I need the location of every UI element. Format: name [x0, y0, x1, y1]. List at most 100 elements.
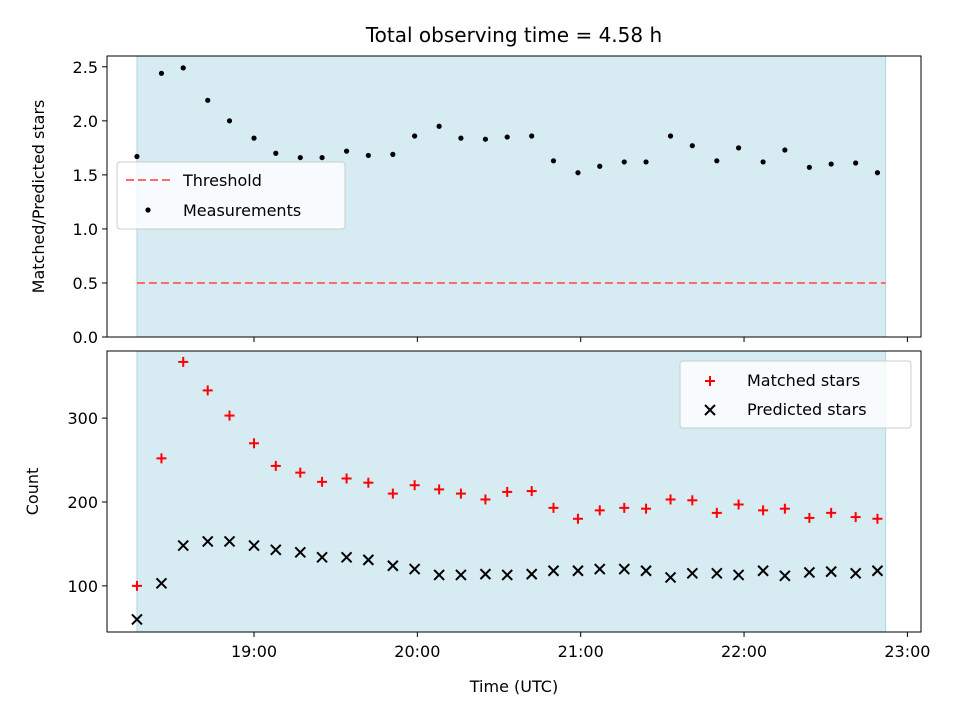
matched-star-point [178, 356, 189, 367]
legend-matched-label: Matched stars [747, 371, 860, 390]
count-panel-frame [106, 350, 922, 633]
y-tick-label: 2.5 [73, 58, 98, 77]
predicted-star-point [803, 566, 816, 579]
matched-star-point [548, 502, 559, 513]
y-tick-label: 1.0 [73, 220, 98, 239]
measurement-point [575, 170, 581, 176]
predicted-star-point [316, 551, 328, 564]
predicted-star-point [202, 535, 214, 548]
measurement-point [550, 158, 557, 164]
count-x-ticks: 19:00 20:00 21:00 22:00 23:00 [231, 632, 930, 661]
predicted-star-point [408, 563, 421, 575]
predicted-star-point [618, 563, 630, 575]
y-tick-label: 300 [67, 409, 98, 428]
predicted-star-point [757, 565, 769, 577]
legend-matched-swatch [705, 376, 715, 386]
matched-star-point [249, 438, 260, 449]
matched-star-point [758, 505, 769, 516]
matched-star-point [409, 480, 420, 491]
legend-predicted-swatch [704, 404, 716, 416]
predicted-star-point [270, 544, 282, 556]
predicted-star-point [155, 577, 168, 590]
matched-star-point [295, 467, 306, 478]
y-tick-label: 100 [67, 577, 98, 596]
measurement-point [273, 150, 279, 156]
x-tick-label: 19:00 [231, 642, 277, 661]
ratio-panel-frame [106, 55, 922, 338]
matched-stars-points [131, 356, 883, 591]
matched-star-point [317, 476, 328, 487]
y-tick-label: 0.0 [73, 328, 98, 347]
legend-predicted-marker [704, 404, 716, 416]
measurement-point [782, 147, 788, 153]
predicted-star-point [340, 551, 353, 564]
legend-measurements-label: Measurements [183, 201, 301, 220]
predicted-stars-points [131, 535, 884, 626]
predicted-star-point [732, 569, 745, 581]
matched-star-point [363, 477, 374, 488]
measurement-point [390, 151, 396, 157]
matched-star-point [641, 503, 652, 514]
count-legend-box [679, 360, 912, 429]
predicted-star-point [248, 539, 260, 552]
measurement-point [643, 159, 649, 165]
predicted-star-point [640, 565, 652, 577]
matched-star-point [131, 580, 142, 591]
predicted-star-point [387, 560, 399, 572]
count-panel: 100 200 300 19:00 20:00 21:00 22:00 23:00 Coun… [23, 350, 930, 696]
matched-star-point [850, 512, 861, 523]
matched-star-point [826, 507, 837, 518]
measurement-point [760, 159, 766, 165]
matched-star-point [687, 495, 698, 506]
predicted-star-point [525, 568, 538, 580]
matched-star-point [480, 494, 491, 505]
measurement-point [714, 158, 720, 164]
matched-star-point [804, 512, 815, 523]
measurement-point [251, 135, 257, 141]
predicted-star-point [223, 535, 236, 548]
measurement-point [180, 65, 186, 71]
measurement-point [226, 118, 233, 124]
predicted-star-point [825, 565, 837, 578]
predicted-star-point [849, 567, 862, 579]
matched-star-point [387, 488, 398, 499]
predicted-star-point [594, 563, 606, 575]
predicted-star-point [177, 539, 189, 552]
count-legend: Matched stars Predicted stars [679, 360, 912, 429]
count-y-ticks: 100 200 300 [67, 409, 107, 596]
legend-predicted-label: Predicted stars [747, 400, 867, 419]
predicted-star-point [501, 569, 513, 581]
predicted-star-point [433, 569, 445, 581]
legend-threshold-label: Threshold [182, 171, 262, 190]
count-y-axis-label: Count [23, 468, 42, 516]
x-tick-label: 22:00 [721, 642, 767, 661]
y-tick-label: 1.5 [73, 166, 98, 185]
measurement-point [735, 145, 742, 151]
measurement-point [343, 148, 350, 154]
matched-star-point [779, 503, 790, 514]
matched-star-point [455, 488, 466, 499]
y-tick-label: 2.0 [73, 112, 98, 131]
predicted-star-point [779, 570, 791, 582]
matched-star-point [711, 507, 722, 518]
measurement-point [667, 133, 674, 139]
measurement-point [158, 70, 165, 76]
measurement-point [436, 123, 442, 129]
ratio-panel: 0.0 0.5 1.0 1.5 2.0 2.5 Matched/Predicted sta… [29, 23, 922, 347]
x-axis-label: Time (UTC) [469, 677, 558, 696]
measurement-point [828, 161, 834, 167]
predicted-star-point [455, 569, 467, 581]
measurement-point [853, 160, 859, 166]
measurement-point [365, 152, 371, 159]
y-tick-label: 200 [67, 493, 98, 512]
legend-measurements-swatch [145, 207, 151, 213]
predicted-star-point [711, 567, 723, 579]
matched-star-point [572, 513, 583, 524]
predicted-star-point [294, 546, 306, 559]
matched-star-point [434, 484, 445, 495]
matched-star-point [665, 494, 676, 505]
predicted-star-point [547, 565, 560, 577]
matched-star-point [156, 453, 167, 464]
matched-star-point [341, 473, 352, 484]
predicted-star-point [362, 554, 375, 566]
